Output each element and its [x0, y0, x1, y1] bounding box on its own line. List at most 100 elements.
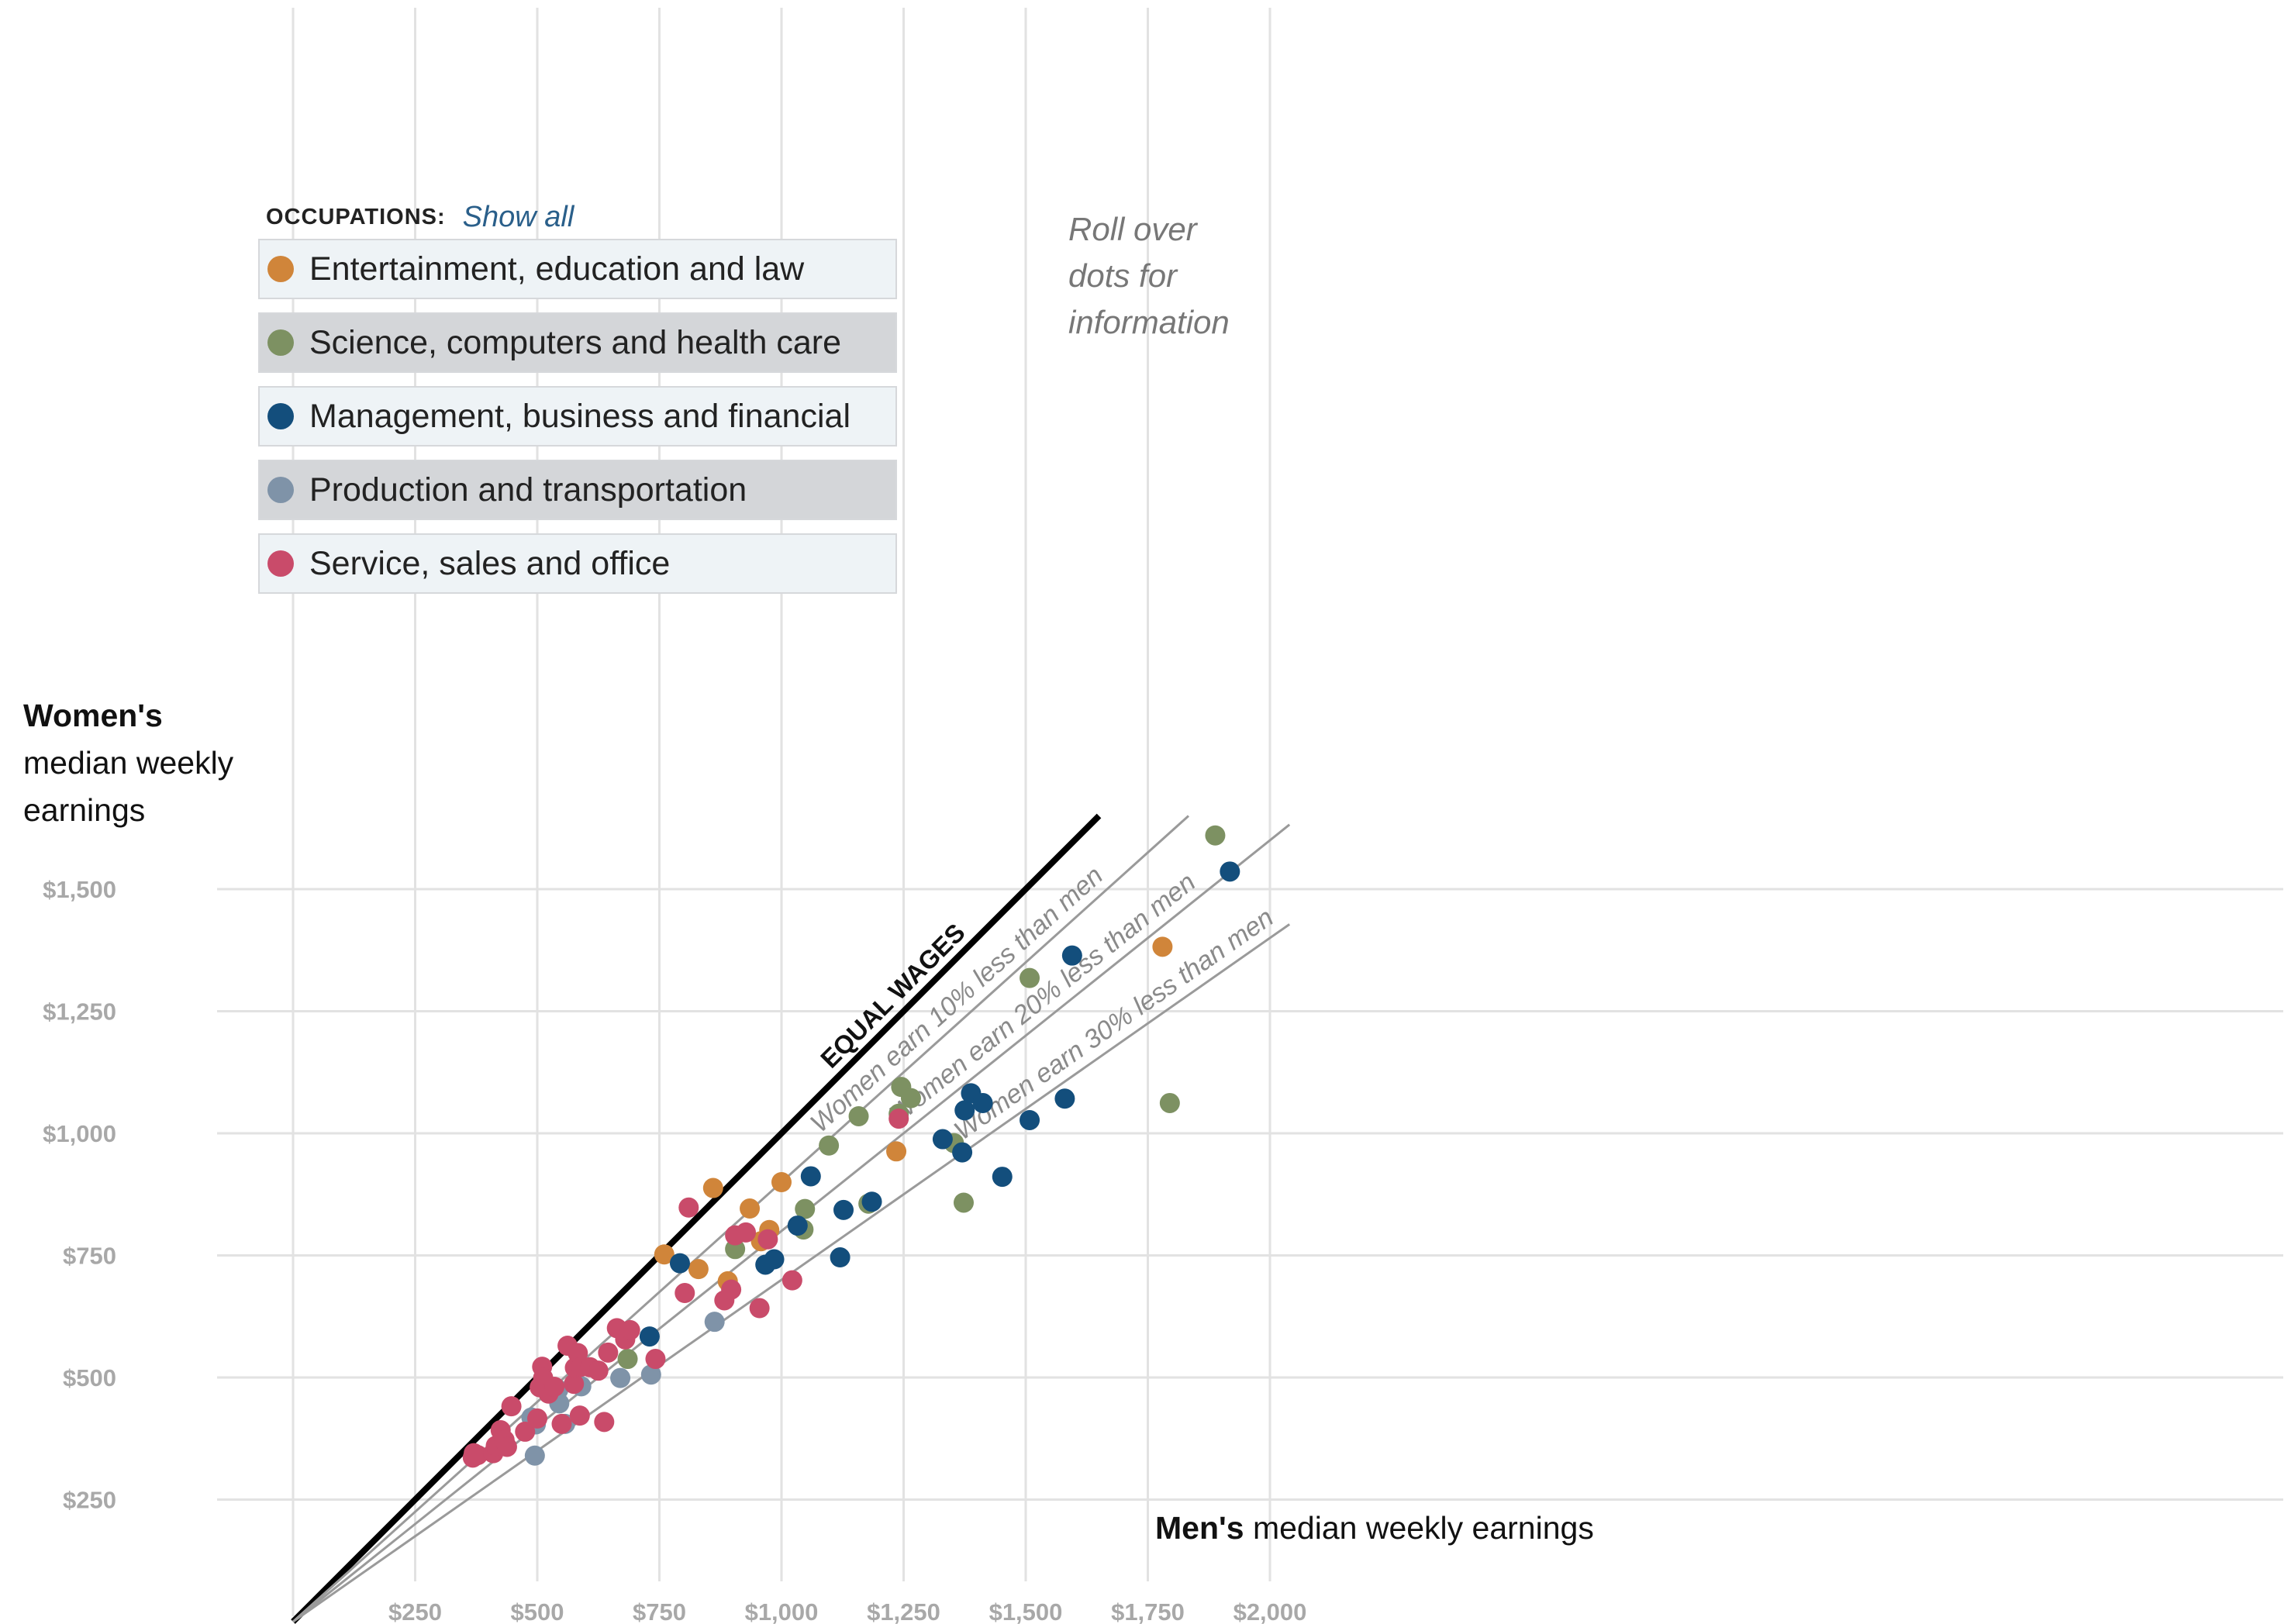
data-point-sci[interactable]: [953, 1192, 974, 1213]
hint-line-3: information: [1068, 304, 1230, 340]
data-point-ent[interactable]: [688, 1259, 709, 1280]
x-tick-label: $1,250: [867, 1598, 940, 1624]
data-point-mgmt[interactable]: [1220, 861, 1240, 882]
data-point-mgmt[interactable]: [639, 1326, 660, 1347]
legend-swatch-icon: [267, 403, 294, 429]
legend-item-svc[interactable]: Service, sales and office: [258, 533, 897, 594]
data-point-ent[interactable]: [654, 1244, 675, 1265]
legend-header: OCCUPATIONS: Show all: [258, 195, 897, 239]
data-point-mgmt[interactable]: [833, 1199, 854, 1220]
data-point-svc[interactable]: [598, 1342, 619, 1363]
data-point-svc[interactable]: [551, 1413, 572, 1434]
data-point-svc[interactable]: [515, 1421, 536, 1442]
legend-item-mgmt[interactable]: Management, business and financial: [258, 386, 897, 447]
data-point-sci[interactable]: [900, 1088, 921, 1109]
data-point-mgmt[interactable]: [787, 1215, 808, 1236]
data-point-mgmt[interactable]: [861, 1191, 882, 1212]
hint-line-1: Roll over: [1068, 211, 1197, 247]
data-point-ent[interactable]: [886, 1141, 907, 1162]
data-point-svc[interactable]: [588, 1360, 609, 1381]
show-all-link[interactable]: Show all: [462, 200, 574, 233]
data-point-svc[interactable]: [544, 1376, 565, 1397]
data-point-svc[interactable]: [645, 1349, 666, 1370]
legend-item-ent[interactable]: Entertainment, education and law: [258, 239, 897, 299]
data-point-sci[interactable]: [848, 1105, 869, 1126]
data-point-ent[interactable]: [771, 1172, 792, 1192]
data-point-svc[interactable]: [619, 1319, 640, 1340]
data-point-svc[interactable]: [468, 1445, 488, 1466]
data-point-prod[interactable]: [524, 1445, 545, 1466]
y-axis-label-line3: earnings: [23, 792, 146, 828]
data-point-ent[interactable]: [740, 1198, 761, 1219]
data-point-mgmt[interactable]: [992, 1167, 1013, 1188]
y-tick-label: $500: [63, 1364, 116, 1391]
legend-swatch-icon: [267, 256, 294, 282]
data-point-mgmt[interactable]: [669, 1253, 690, 1274]
data-point-svc[interactable]: [569, 1405, 590, 1426]
data-points[interactable]: [462, 825, 1240, 1468]
data-point-mgmt[interactable]: [800, 1166, 821, 1187]
data-point-svc[interactable]: [501, 1396, 522, 1417]
data-point-sci[interactable]: [1020, 967, 1040, 988]
y-axis-ticks: $250 $500 $750 $1,000 $1,250 $1,500: [43, 876, 116, 1514]
data-point-svc[interactable]: [564, 1374, 585, 1395]
data-point-svc[interactable]: [678, 1197, 699, 1218]
data-point-mgmt[interactable]: [1061, 945, 1082, 966]
data-point-mgmt[interactable]: [1020, 1109, 1040, 1130]
x-axis-ticks: $250 $500 $750 $1,000 $1,250 $1,500 $1,750 $2,0…: [388, 1598, 1306, 1624]
data-point-sci[interactable]: [1159, 1092, 1180, 1113]
data-point-ent[interactable]: [1152, 936, 1173, 957]
legend-item-label: Production and transportation: [309, 471, 747, 509]
reference-line-1: [292, 815, 1190, 1623]
x-axis-label-bold: Men's: [1155, 1510, 1244, 1546]
data-point-sci[interactable]: [1205, 825, 1226, 846]
y-tick-label: $750: [63, 1243, 116, 1270]
data-point-mgmt[interactable]: [764, 1249, 785, 1270]
legend-item-sci[interactable]: Science, computers and health care: [258, 312, 897, 373]
y-tick-label: $250: [63, 1487, 116, 1514]
data-point-mgmt[interactable]: [952, 1142, 973, 1163]
x-tick-label: $250: [388, 1598, 442, 1624]
y-tick-label: $1,250: [43, 998, 116, 1026]
x-tick-label: $1,000: [745, 1598, 819, 1624]
rollover-hint: Roll over dots for information: [1068, 206, 1230, 346]
data-point-sci[interactable]: [795, 1198, 816, 1219]
data-point-prod[interactable]: [704, 1312, 725, 1333]
y-axis-label-bold: Women's: [23, 698, 163, 733]
data-point-svc[interactable]: [749, 1298, 770, 1319]
y-axis-label: Women's median weekly earnings: [23, 692, 233, 834]
x-axis-label: Men's median weekly earnings: [1155, 1510, 1594, 1546]
data-point-mgmt[interactable]: [830, 1247, 850, 1268]
y-tick-label: $1,500: [43, 876, 116, 903]
legend-item-label: Science, computers and health care: [309, 323, 842, 361]
data-point-svc[interactable]: [757, 1229, 778, 1250]
data-point-svc[interactable]: [888, 1109, 909, 1129]
x-axis-label-rest: median weekly earnings: [1252, 1510, 1594, 1546]
y-axis-label-line2: median weekly: [23, 745, 234, 781]
gridlines: [217, 8, 2283, 1616]
data-point-svc[interactable]: [527, 1408, 547, 1429]
data-point-prod[interactable]: [610, 1367, 631, 1388]
data-point-sci[interactable]: [819, 1135, 840, 1156]
data-point-mgmt[interactable]: [932, 1129, 953, 1150]
data-point-mgmt[interactable]: [972, 1092, 993, 1113]
legend-item-label: Management, business and financial: [309, 397, 850, 435]
data-point-mgmt[interactable]: [954, 1100, 975, 1121]
data-point-svc[interactable]: [736, 1222, 757, 1243]
legend-swatch-icon: [267, 329, 294, 356]
legend-items: Entertainment, education and law Science,…: [258, 239, 897, 594]
legend-item-prod[interactable]: Production and transportation: [258, 460, 897, 520]
legend-item-label: Service, sales and office: [309, 544, 671, 582]
occupations-legend: OCCUPATIONS: Show all Entertainment, edu…: [258, 195, 897, 607]
data-point-svc[interactable]: [721, 1279, 742, 1300]
data-point-prod[interactable]: [640, 1364, 661, 1385]
data-point-svc[interactable]: [594, 1412, 615, 1433]
data-point-mgmt[interactable]: [1054, 1088, 1075, 1109]
data-point-ent[interactable]: [702, 1177, 723, 1198]
data-point-svc[interactable]: [781, 1270, 802, 1291]
x-tick-label: $1,750: [1111, 1598, 1185, 1624]
data-point-sci[interactable]: [617, 1349, 638, 1370]
data-point-svc[interactable]: [675, 1283, 695, 1304]
data-point-svc[interactable]: [496, 1436, 517, 1457]
